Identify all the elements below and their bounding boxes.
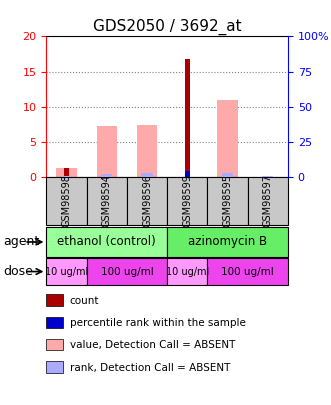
Bar xyxy=(97,126,117,177)
Bar xyxy=(167,227,288,257)
Text: value, Detection Call = ABSENT: value, Detection Call = ABSENT xyxy=(70,341,235,350)
Bar xyxy=(217,100,238,177)
Bar xyxy=(185,171,190,177)
Text: 100 ug/ml: 100 ug/ml xyxy=(221,266,274,277)
Bar xyxy=(248,177,288,225)
Text: percentile rank within the sample: percentile rank within the sample xyxy=(70,318,245,328)
Text: GSM98596: GSM98596 xyxy=(142,174,152,227)
Bar xyxy=(46,177,87,225)
Bar xyxy=(46,227,167,257)
Text: GSM98594: GSM98594 xyxy=(102,174,112,227)
Text: 10 ug/ml: 10 ug/ml xyxy=(45,266,88,277)
Title: GDS2050 / 3692_at: GDS2050 / 3692_at xyxy=(93,19,242,35)
Bar xyxy=(46,258,87,285)
Bar xyxy=(141,173,153,177)
Bar xyxy=(127,177,167,225)
Text: GSM98595: GSM98595 xyxy=(222,174,233,227)
Text: rank, Detection Call = ABSENT: rank, Detection Call = ABSENT xyxy=(70,363,230,373)
Text: ethanol (control): ethanol (control) xyxy=(57,235,156,249)
Bar xyxy=(87,177,127,225)
Text: 100 ug/ml: 100 ug/ml xyxy=(101,266,153,277)
Bar xyxy=(137,125,157,177)
Text: GSM98599: GSM98599 xyxy=(182,174,192,227)
Bar xyxy=(87,258,167,285)
Text: GSM98597: GSM98597 xyxy=(263,174,273,227)
Bar xyxy=(64,168,69,177)
Bar xyxy=(208,177,248,225)
Text: agent: agent xyxy=(3,235,40,249)
Bar xyxy=(101,174,112,177)
Bar xyxy=(222,173,233,177)
Bar xyxy=(167,177,208,225)
Bar xyxy=(61,176,72,177)
Bar xyxy=(56,168,76,177)
Text: dose: dose xyxy=(3,265,33,278)
Bar xyxy=(185,59,190,177)
Text: GSM98598: GSM98598 xyxy=(62,174,71,227)
Text: 10 ug/ml: 10 ug/ml xyxy=(166,266,209,277)
Text: count: count xyxy=(70,296,99,306)
Bar xyxy=(167,258,208,285)
Bar xyxy=(208,258,288,285)
Bar xyxy=(262,176,273,177)
Text: azinomycin B: azinomycin B xyxy=(188,235,267,249)
